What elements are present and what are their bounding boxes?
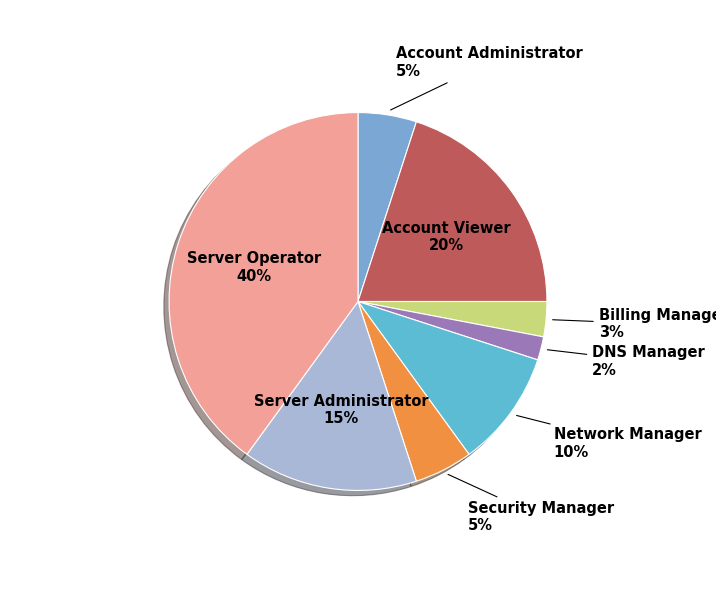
Text: Account Viewer
20%: Account Viewer 20% <box>382 221 511 253</box>
Text: Billing Manager
3%: Billing Manager 3% <box>553 308 716 341</box>
Text: Server Administrator
15%: Server Administrator 15% <box>253 394 428 426</box>
Text: DNS Manager
2%: DNS Manager 2% <box>548 346 705 378</box>
Wedge shape <box>358 302 538 454</box>
Wedge shape <box>247 302 417 490</box>
Text: Server Operator
40%: Server Operator 40% <box>187 251 321 284</box>
Wedge shape <box>358 122 547 302</box>
Wedge shape <box>358 113 417 302</box>
Text: Security Manager
5%: Security Manager 5% <box>448 475 614 533</box>
Wedge shape <box>169 113 358 454</box>
Wedge shape <box>358 302 543 360</box>
Text: Network Manager
10%: Network Manager 10% <box>517 415 702 460</box>
Text: Account Administrator
5%: Account Administrator 5% <box>391 46 583 110</box>
Wedge shape <box>358 302 469 481</box>
Wedge shape <box>358 302 547 337</box>
